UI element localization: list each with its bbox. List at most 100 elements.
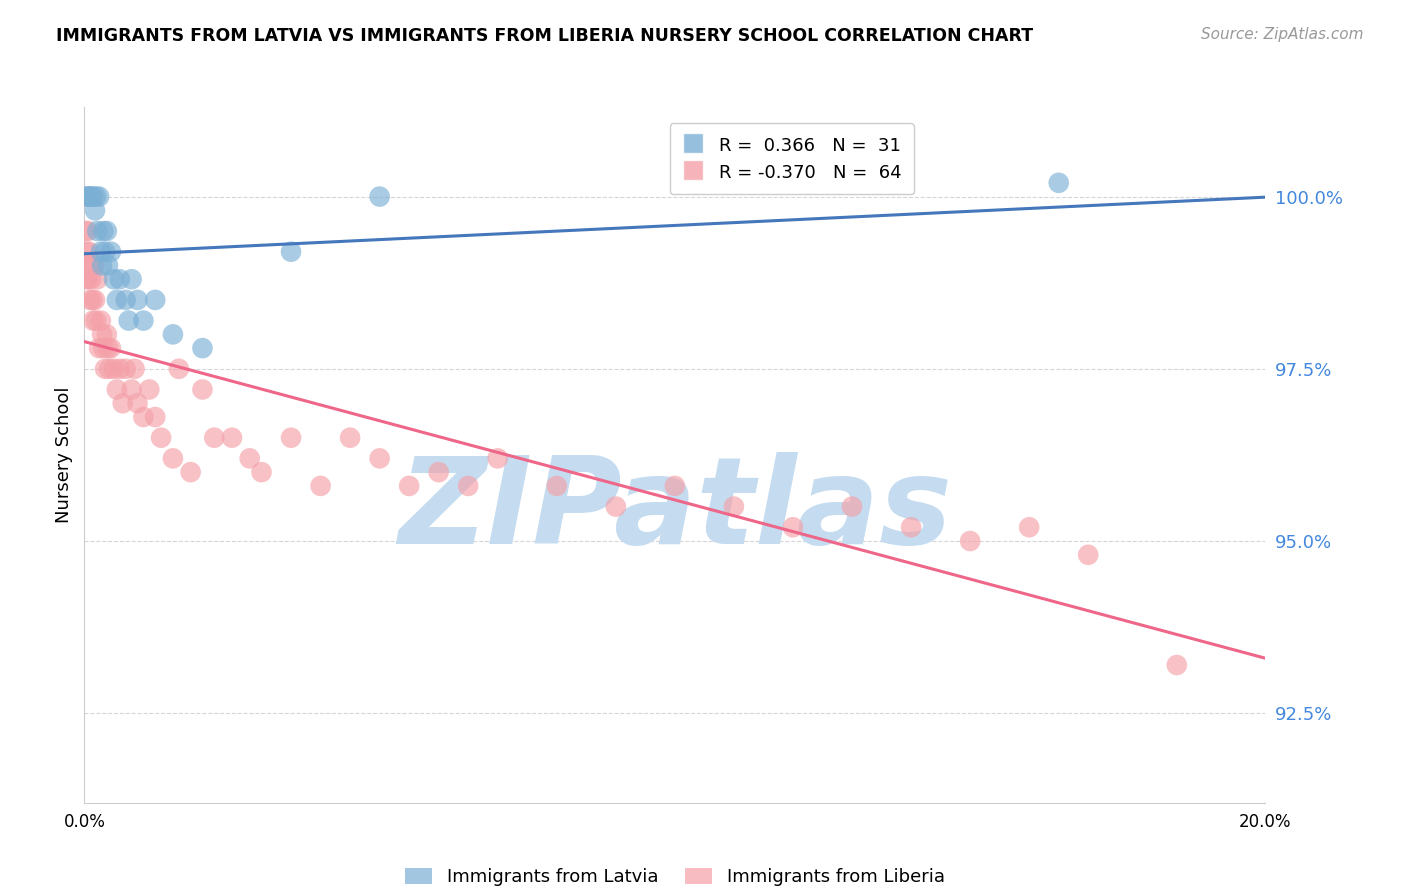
Point — [202, 431, 225, 445]
Point — [162, 327, 184, 342]
Point — [121, 383, 143, 397]
Point — [114, 293, 136, 307]
Point — [97, 341, 120, 355]
Point — [86, 272, 108, 286]
Point — [1018, 520, 1040, 534]
Point — [162, 451, 184, 466]
Point — [191, 383, 214, 397]
Point — [105, 293, 128, 307]
Point — [121, 272, 143, 286]
Point — [486, 451, 509, 466]
Point — [1047, 176, 1070, 190]
Y-axis label: Nursery School: Nursery School — [55, 386, 73, 524]
Point — [79, 259, 101, 273]
Point — [90, 244, 112, 259]
Text: Source: ZipAtlas.com: Source: ZipAtlas.com — [1201, 27, 1364, 42]
Point — [98, 361, 121, 376]
Point — [1166, 658, 1188, 673]
Point — [132, 313, 155, 327]
Point — [250, 465, 273, 479]
Point — [80, 272, 103, 286]
Point — [77, 244, 100, 259]
Point — [96, 327, 118, 342]
Point — [76, 272, 98, 286]
Point — [76, 259, 98, 273]
Point — [368, 451, 391, 466]
Point — [457, 479, 479, 493]
Point — [138, 383, 160, 397]
Point — [221, 431, 243, 445]
Point — [143, 293, 166, 307]
Point — [82, 189, 104, 203]
Point — [76, 189, 98, 203]
Point — [114, 361, 136, 376]
Point — [75, 224, 97, 238]
Point — [80, 189, 103, 203]
Point — [82, 293, 104, 307]
Point — [782, 520, 804, 534]
Point — [111, 396, 134, 410]
Text: IMMIGRANTS FROM LATVIA VS IMMIGRANTS FROM LIBERIA NURSERY SCHOOL CORRELATION CHA: IMMIGRANTS FROM LATVIA VS IMMIGRANTS FRO… — [56, 27, 1033, 45]
Point — [84, 293, 107, 307]
Point — [79, 189, 101, 203]
Point — [118, 313, 141, 327]
Point — [664, 479, 686, 493]
Legend: Immigrants from Latvia, Immigrants from Liberia: Immigrants from Latvia, Immigrants from … — [398, 861, 952, 892]
Point — [103, 272, 125, 286]
Point — [83, 259, 105, 273]
Point — [79, 293, 101, 307]
Point — [900, 520, 922, 534]
Point — [108, 361, 131, 376]
Point — [127, 396, 149, 410]
Point — [398, 479, 420, 493]
Point — [239, 451, 262, 466]
Point — [100, 341, 122, 355]
Point — [309, 479, 332, 493]
Point — [108, 272, 131, 286]
Point — [91, 224, 114, 238]
Point — [94, 361, 117, 376]
Point — [100, 244, 122, 259]
Point — [90, 313, 112, 327]
Point — [77, 272, 100, 286]
Point — [339, 431, 361, 445]
Point — [427, 465, 450, 479]
Point — [76, 189, 98, 203]
Point — [167, 361, 190, 376]
Point — [94, 244, 117, 259]
Point — [605, 500, 627, 514]
Point — [124, 361, 146, 376]
Point — [84, 189, 107, 203]
Point — [191, 341, 214, 355]
Point — [91, 327, 114, 342]
Point — [84, 203, 107, 218]
Point — [105, 383, 128, 397]
Point — [84, 313, 107, 327]
Point — [87, 189, 111, 203]
Point — [723, 500, 745, 514]
Point — [280, 244, 302, 259]
Point — [77, 189, 100, 203]
Point — [180, 465, 202, 479]
Point — [82, 313, 104, 327]
Point — [959, 534, 981, 549]
Point — [86, 224, 108, 238]
Point — [75, 244, 97, 259]
Point — [87, 341, 111, 355]
Point — [546, 479, 568, 493]
Point — [91, 259, 114, 273]
Point — [841, 500, 863, 514]
Point — [127, 293, 149, 307]
Point — [132, 410, 155, 425]
Point — [143, 410, 166, 425]
Point — [280, 431, 302, 445]
Point — [103, 361, 125, 376]
Point — [97, 259, 120, 273]
Point — [150, 431, 173, 445]
Point — [1077, 548, 1099, 562]
Text: ZIPatlas: ZIPatlas — [398, 452, 952, 569]
Point — [368, 189, 391, 203]
Point — [96, 224, 118, 238]
Point — [77, 224, 100, 238]
Point — [91, 341, 114, 355]
